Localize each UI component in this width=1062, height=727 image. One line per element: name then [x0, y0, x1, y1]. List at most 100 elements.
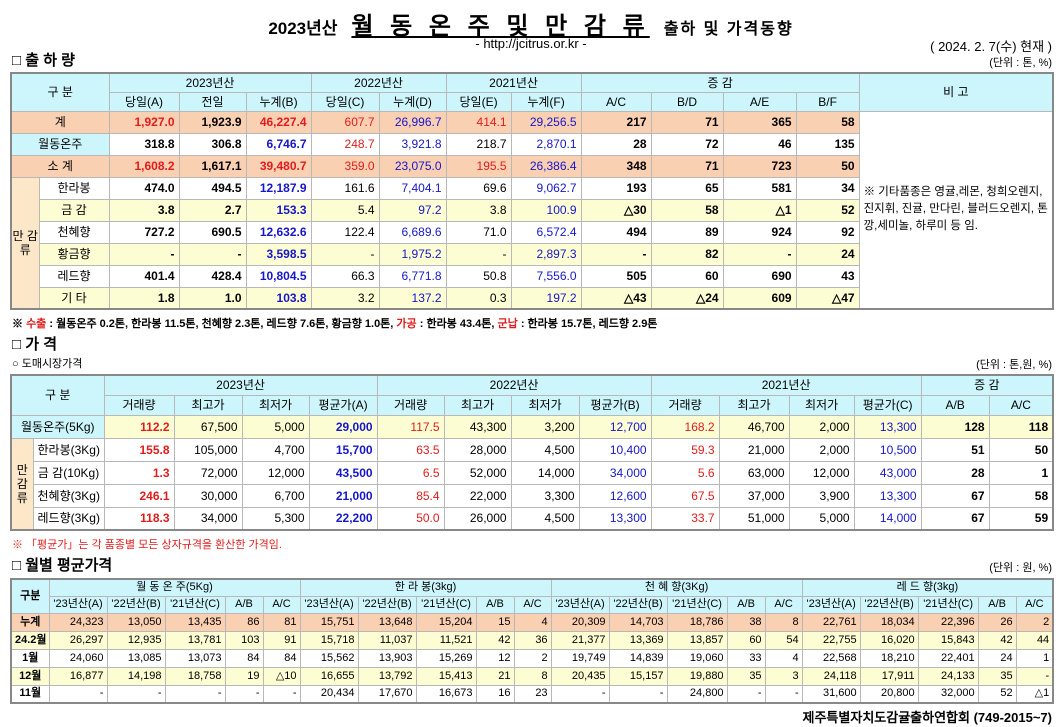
subheader: B/F — [795, 91, 860, 112]
remark-cell: ※ 기타품종은 영귤,레몬, 청희오렌지, 진지휘, 진귤, 만다린, 블러드오… — [858, 110, 1054, 310]
value-cell: 24,118 — [801, 666, 861, 686]
value-cell: 33 — [726, 648, 766, 668]
table-row: 24.2월 26,297 12,935 13,781 103 91 15,718 11,037… — [10, 630, 1054, 650]
table-row: 누계 24,323 13,050 13,435 86 81 15,751 13,648 15,2… — [10, 612, 1054, 632]
value-cell: 1,617.1 — [178, 154, 247, 178]
value-cell: 13,435 — [164, 612, 226, 632]
value-cell: 2 — [513, 648, 552, 668]
value-cell: 15 — [475, 612, 515, 632]
value-cell: 34 — [795, 176, 860, 200]
value-cell: 197.2 — [510, 286, 582, 310]
value-cell: 3.8 — [445, 198, 512, 222]
value-cell: 52,000 — [443, 460, 512, 485]
value-cell: 22,755 — [801, 630, 861, 650]
value-cell: 5,300 — [241, 506, 310, 531]
value-cell: 1,608.2 — [108, 154, 180, 178]
value-cell: 3,900 — [788, 483, 855, 508]
note-mark: ※ — [12, 318, 27, 330]
value-cell: 118 — [988, 414, 1054, 439]
value-cell: 365 — [722, 110, 797, 134]
value-cell: 2,000 — [788, 437, 855, 462]
value-cell: 26,996.7 — [378, 110, 447, 134]
value-cell: 22,761 — [801, 612, 861, 632]
value-cell: 50.0 — [376, 506, 445, 531]
value-cell: 86 — [224, 612, 264, 632]
value-cell: 26,386.4 — [510, 154, 582, 178]
value-cell: - — [310, 242, 380, 266]
value-cell: 217 — [580, 110, 652, 134]
report-date: ( 2024. 2. 7(수) 현재 ) — [930, 39, 1052, 54]
row-label: 레드향(3Kg) — [32, 506, 105, 531]
subheader: 평균가(C) — [853, 394, 922, 416]
value-cell: 10,804.5 — [245, 264, 312, 288]
value-cell: 1,927.0 — [108, 110, 180, 134]
row-label: 레드향 — [38, 264, 110, 288]
value-cell: 16 — [475, 684, 515, 704]
value-cell: 13,085 — [106, 648, 166, 668]
value-cell: 9,062.7 — [510, 176, 582, 200]
subheader: A/B — [224, 595, 264, 614]
subheader: A/B — [475, 595, 515, 614]
value-cell: 168.2 — [650, 414, 720, 439]
table-row: 기 타 1.8 1.0 103.8 3.2 137.2 0.3 197.2 △43 △24 609 △… — [11, 286, 1053, 310]
value-cell: - — [224, 684, 264, 704]
value-cell: 13,792 — [357, 666, 417, 686]
subheader: A/C — [764, 595, 803, 614]
value-cell: 67 — [920, 506, 990, 531]
value-cell: 36 — [513, 630, 552, 650]
value-cell: 35 — [977, 666, 1017, 686]
table-row: 1월 24,060 13,085 13,073 84 84 15,562 13,903 15,2… — [10, 648, 1054, 668]
row-label: 누계 — [10, 612, 50, 632]
value-cell: 137.2 — [378, 286, 447, 310]
site-url[interactable]: - http://jcitrus.or.kr - — [475, 36, 587, 51]
row-label: 24.2월 — [10, 630, 50, 650]
row-label: 금 감(10Kg) — [32, 460, 105, 485]
value-cell: 414.1 — [445, 110, 512, 134]
value-cell: 727.2 — [108, 220, 180, 244]
value-cell: 7,556.0 — [510, 264, 582, 288]
value-cell: 81 — [262, 612, 301, 632]
value-cell: 13,781 — [164, 630, 226, 650]
value-cell: 43,500 — [308, 460, 378, 485]
group-label-mangamryu: 만 감 류 — [10, 176, 40, 310]
value-cell: 8 — [764, 612, 803, 632]
table-row: 천혜향 727.2 690.5 12,632.6 122.4 6,689.6 71.0 6,5… — [11, 220, 1053, 244]
value-cell: 3 — [764, 666, 803, 686]
row-label: 1월 — [10, 648, 50, 668]
value-cell: 6,771.8 — [378, 264, 447, 288]
value-cell: 19 — [224, 666, 264, 686]
value-cell: 84 — [262, 648, 301, 668]
value-cell: 4,500 — [510, 506, 580, 531]
value-cell: 14,000 — [510, 460, 580, 485]
subheader: 당일(A) — [108, 91, 180, 112]
value-cell: 67,500 — [173, 414, 243, 439]
value-cell: 15,700 — [308, 437, 378, 462]
value-cell: 14,198 — [106, 666, 166, 686]
value-cell: 1,923.9 — [178, 110, 247, 134]
value-cell: 6,746.7 — [245, 132, 312, 156]
value-cell: 6,689.6 — [378, 220, 447, 244]
value-cell: - — [550, 684, 610, 704]
group-header: 2023년산 — [108, 72, 312, 93]
value-cell: 15,157 — [608, 666, 668, 686]
value-cell: 24 — [795, 242, 860, 266]
value-cell: 32,000 — [917, 684, 979, 704]
subheader: 최고가 — [718, 394, 790, 416]
table-row: 금 감(10Kg) 1.3 72,000 12,000 43,500 6.5 52,000 1… — [11, 460, 1054, 485]
value-cell: 3,300 — [510, 483, 580, 508]
monthly-price-table: 구분 월 동 온 주(5Kg) 한 라 봉(3kg) 천 혜 향(3Kg) 레 드 향(… — [10, 578, 1055, 704]
value-cell: - — [108, 242, 180, 266]
value-cell: 112.2 — [103, 414, 175, 439]
value-cell: 23 — [513, 684, 552, 704]
value-cell: △43 — [580, 286, 652, 310]
value-cell: 66.3 — [310, 264, 380, 288]
col-category: 구 분 — [10, 374, 105, 416]
prices-section-title: □ 가 격 — [12, 336, 57, 353]
subheader: '22년산(B) — [859, 595, 919, 614]
value-cell: 306.8 — [178, 132, 247, 156]
subheader: '23년산(A) — [48, 595, 108, 614]
value-cell: 13,648 — [357, 612, 417, 632]
group-header: 2021년산 — [650, 374, 922, 396]
value-cell: 43 — [795, 264, 860, 288]
group-header: 증 감 — [580, 72, 860, 93]
